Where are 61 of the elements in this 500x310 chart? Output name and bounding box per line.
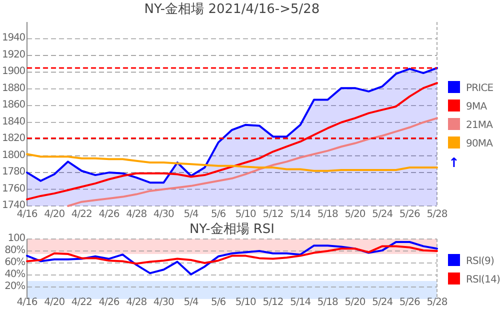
- text: ↑: [448, 156, 460, 171]
- x-tick-label: 5/20: [344, 209, 366, 220]
- x-tick-label: 4/26: [98, 297, 120, 308]
- x-tick-label: 5/10: [235, 209, 256, 220]
- x-tick-label: 5/20: [344, 297, 366, 308]
- y-tick-label: 40%: [4, 269, 26, 280]
- x-tick-label: 5/6: [211, 209, 226, 220]
- legend-label: 9MA: [466, 102, 488, 112]
- x-tick-label: 4/22: [71, 297, 92, 308]
- y-tick-label: 1780: [2, 166, 26, 178]
- x-tick-label: 5/4: [184, 297, 198, 308]
- y-tick-label: 1900: [2, 66, 26, 78]
- legend-label: 21MA: [466, 120, 494, 131]
- x-tick-label: 5/4: [184, 209, 198, 220]
- x-tick-label: 5/12: [262, 209, 284, 220]
- legend-label: PRICE: [466, 83, 494, 94]
- y-tick-label: 1820: [2, 133, 26, 144]
- y-tick-label: 1760: [2, 183, 26, 194]
- x-tick-label: 5/28: [426, 297, 448, 308]
- line-series: [26, 153, 438, 172]
- x-tick-label: 5/14: [290, 297, 311, 308]
- y-tick-label: 100: [8, 233, 26, 244]
- chart-title: NY-金相場 2021/4/16->5/28: [144, 2, 320, 17]
- legend-label: RSI(9): [466, 256, 495, 267]
- x-tick-label: 4/20: [44, 209, 65, 220]
- y-tick-label: 60%: [4, 257, 26, 268]
- x-tick-label: 5/12: [262, 297, 284, 308]
- x-tick-label: 4/16: [16, 297, 38, 308]
- y-tick-label: 1880: [2, 82, 26, 94]
- x-tick-label: 5/28: [426, 209, 448, 220]
- x-tick-label: 4/30: [153, 209, 174, 220]
- y-tick-label: 1800: [2, 150, 26, 161]
- y-tick-label: 80%: [4, 245, 26, 256]
- x-tick-label: 5/26: [399, 209, 420, 220]
- x-tick-label: 5/26: [399, 297, 420, 308]
- legend-label: RSI(14): [466, 274, 500, 286]
- x-tick-label: 5/10: [235, 297, 256, 308]
- x-tick-label: 4/20: [44, 297, 65, 308]
- y-tick-label: 1840: [2, 116, 26, 128]
- x-tick-label: 4/30: [153, 297, 174, 308]
- x-tick-label: 4/16: [16, 209, 38, 220]
- x-tick-label: 4/28: [126, 297, 147, 308]
- line-series: [26, 245, 438, 265]
- x-tick-label: 5/6: [211, 297, 226, 308]
- chart-title: NY-金相場 RSI: [189, 222, 275, 237]
- line-series: [26, 241, 438, 276]
- x-tick-label: 5/18: [317, 209, 338, 220]
- x-tick-label: 5/14: [290, 209, 311, 220]
- y-tick-label: 1920: [2, 49, 26, 60]
- x-tick-label: 5/24: [372, 209, 393, 220]
- y-tick-label: 1860: [2, 100, 26, 111]
- x-tick-label: 5/24: [372, 297, 393, 308]
- y-tick-label: 20%: [4, 281, 26, 292]
- legend-label: 90MA: [466, 138, 494, 150]
- line-series: [67, 117, 438, 207]
- x-tick-label: 4/26: [98, 209, 120, 220]
- x-tick-label: 4/28: [126, 209, 147, 220]
- y-tick-label: 1940: [2, 32, 26, 44]
- x-tick-label: 4/22: [71, 209, 92, 220]
- y-tick-label: 1740: [2, 200, 26, 211]
- x-tick-label: 5/18: [317, 297, 338, 308]
